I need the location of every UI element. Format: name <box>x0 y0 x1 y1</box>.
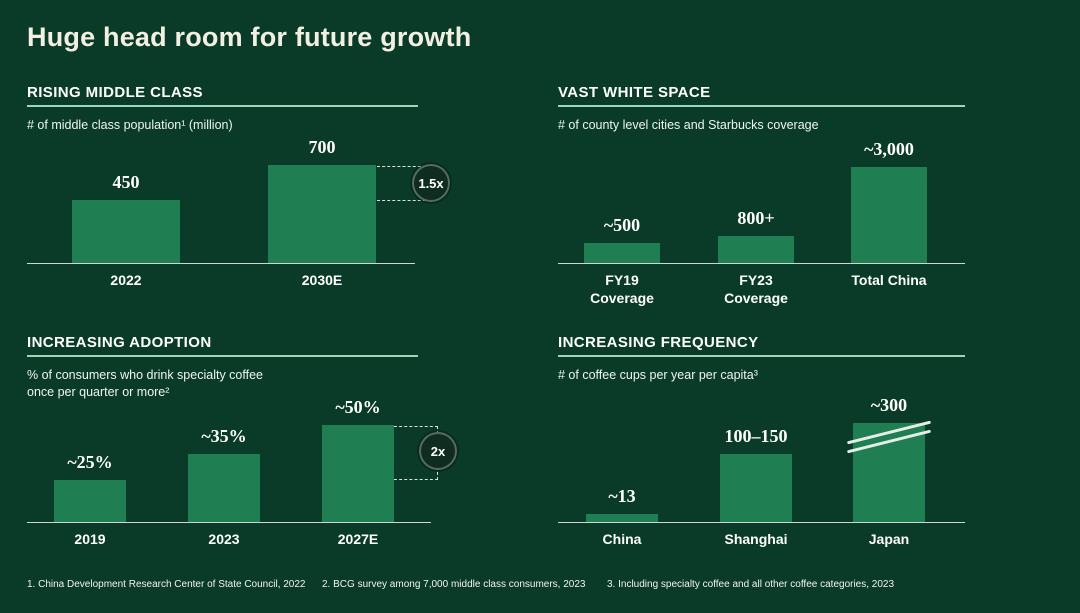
slide-title: Huge head room for future growth <box>27 22 472 52</box>
baseline-axis <box>27 522 431 523</box>
category-label: Total China <box>851 272 927 288</box>
category-label: China <box>602 531 642 547</box>
bar-fy19-coverage <box>584 243 660 263</box>
heading-rule <box>27 355 418 357</box>
section-heading: VAST WHITE SPACE <box>558 84 711 101</box>
value-label: ~3,000 <box>864 139 914 159</box>
value-label: ~13 <box>608 486 636 506</box>
section-heading: RISING MIDDLE CLASS <box>27 84 203 101</box>
baseline-axis <box>27 263 415 264</box>
section-heading: INCREASING ADOPTION <box>27 334 212 351</box>
value-label: ~25% <box>67 452 113 472</box>
heading-rule <box>27 105 418 107</box>
value-label: ~35% <box>201 426 247 446</box>
category-label: Shanghai <box>724 531 788 547</box>
panel-rising-middle-class: RISING MIDDLE CLASS # of middle class po… <box>27 84 450 304</box>
category-label: 2030E <box>301 272 343 288</box>
bar-2023 <box>188 454 260 522</box>
category-label: FY19 Coverage <box>590 272 654 307</box>
panel-increasing-adoption: INCREASING ADOPTION % of consumers who d… <box>27 334 457 564</box>
baseline-axis <box>558 522 965 523</box>
footnote-1: 1. China Development Research Center of … <box>27 579 306 590</box>
value-label: 800+ <box>737 208 775 228</box>
value-label: 100–150 <box>724 426 788 446</box>
heading-rule <box>558 105 965 107</box>
value-label: 450 <box>112 172 140 192</box>
bar-china <box>586 514 658 522</box>
panel-increasing-frequency: INCREASING FREQUENCY # of coffee cups pe… <box>558 334 965 564</box>
bar-total-china <box>851 167 927 263</box>
bar-2022 <box>72 200 180 263</box>
category-label: 2022 <box>110 272 142 288</box>
bar-shanghai <box>720 454 792 522</box>
heading-rule <box>558 355 965 357</box>
value-label: ~50% <box>335 397 381 417</box>
footnote-2: 2. BCG survey among 7,000 middle class c… <box>322 579 586 590</box>
category-label: 2027E <box>337 531 379 547</box>
category-label: FY23 Coverage <box>724 272 788 307</box>
value-label: 700 <box>308 137 336 157</box>
panel-vast-white-space: VAST WHITE SPACE # of county level citie… <box>558 84 965 306</box>
chart-subtitle: # of coffee cups per year per capita³ <box>558 368 758 382</box>
chart-subtitle: # of county level cities and Starbucks c… <box>558 118 819 132</box>
bar-fy23-coverage <box>718 236 794 263</box>
chart-subtitle: # of middle class population¹ (million) <box>27 118 233 132</box>
bar-2030e <box>268 165 376 263</box>
category-label: 2023 <box>208 531 240 547</box>
bar-2019 <box>54 480 126 522</box>
chart-subtitle: % of consumers who drink specialty coffe… <box>27 368 263 399</box>
category-label: 2019 <box>74 531 106 547</box>
value-label: ~500 <box>603 215 641 235</box>
section-heading: INCREASING FREQUENCY <box>558 334 759 351</box>
baseline-axis <box>558 263 965 264</box>
footnote-3: 3. Including specialty coffee and all ot… <box>607 579 895 590</box>
category-label: Japan <box>868 531 910 547</box>
bar-2027e <box>322 425 394 522</box>
growth-multiplier-badge: 2x <box>419 432 457 470</box>
growth-multiplier-badge: 1.5x <box>412 164 450 202</box>
value-label: ~300 <box>870 395 908 415</box>
